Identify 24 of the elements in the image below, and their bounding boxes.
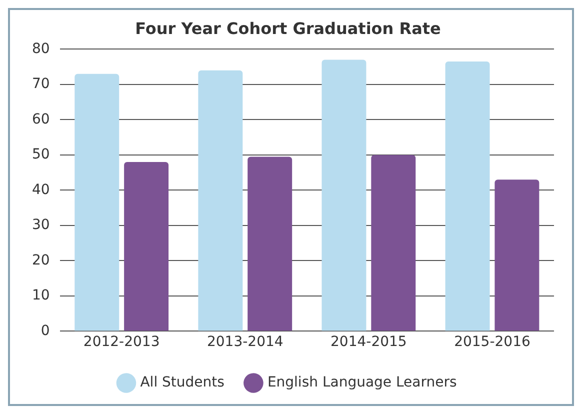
bar — [248, 156, 292, 331]
y-tick-label: 50 — [32, 146, 50, 163]
y-tick-label: 40 — [32, 182, 50, 198]
bar — [74, 74, 120, 331]
y-tick-label: 30 — [32, 217, 50, 234]
y-tick-label: 10 — [32, 288, 50, 304]
bar — [198, 70, 243, 331]
y-tick-label: 0 — [40, 322, 50, 339]
bar — [494, 180, 540, 331]
y-tick-label: 80 — [32, 40, 50, 57]
legend-label: All Students — [140, 374, 224, 391]
x-tick-label: 2013-2014 — [206, 334, 284, 350]
y-tick-label: 70 — [32, 76, 50, 92]
bar — [445, 62, 490, 331]
chart-title: Four Year Cohort Graduation Rate — [135, 18, 442, 38]
bar — [124, 162, 169, 331]
y-tick-label: 60 — [32, 111, 50, 128]
bar — [371, 154, 416, 331]
x-tick-label: 2014-2015 — [330, 334, 407, 350]
x-tick-label: 2012-2013 — [83, 334, 160, 350]
x-tick-label: 2015-2016 — [454, 334, 530, 350]
y-tick-label: 20 — [32, 252, 50, 268]
bar — [322, 60, 366, 331]
legend-label: English Language Learners — [267, 374, 457, 391]
